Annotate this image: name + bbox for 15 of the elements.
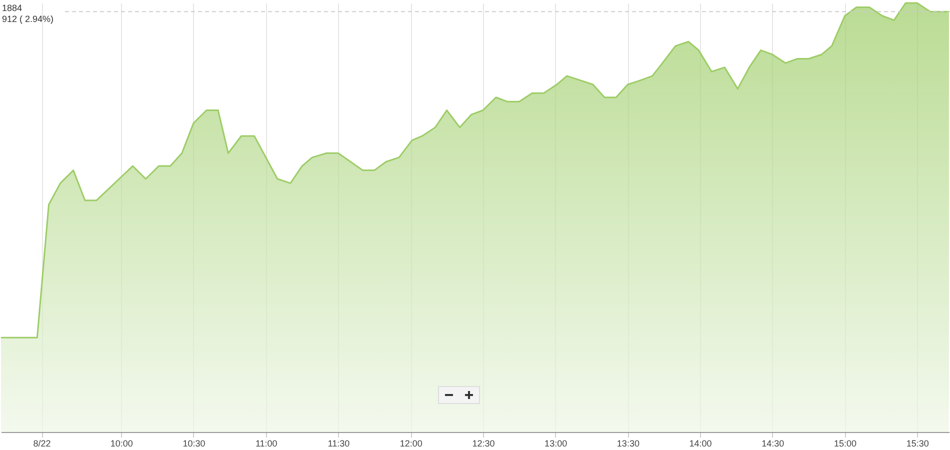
x-tick-label: 14:30 (762, 438, 784, 448)
x-tick-label: 12:30 (472, 438, 495, 448)
x-tick-label: 15:30 (906, 438, 929, 448)
x-tick-label: 13:30 (616, 438, 640, 448)
x-tick-label: 10:30 (182, 438, 206, 448)
x-tick-label: 14:00 (689, 438, 712, 448)
x-tick-label: 10:00 (110, 438, 133, 448)
annotation: 1884 (2, 3, 24, 14)
x-tick-label: 12:00 (400, 438, 422, 448)
x-tick-label: 11:00 (255, 438, 278, 448)
x-tick-label: 8/22 (33, 438, 51, 448)
x-tick-label: 15:00 (834, 438, 857, 448)
x-tick-label: 13:00 (544, 438, 568, 448)
x-tick-label: 11:30 (328, 438, 350, 448)
annotation: 912 ( 2.94%) (2, 14, 54, 25)
